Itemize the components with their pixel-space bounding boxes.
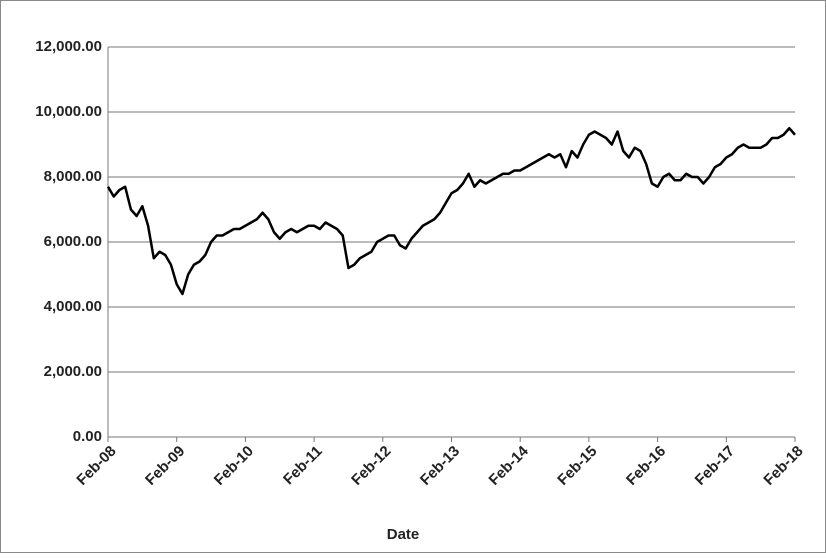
y-tick-label: 10,000.00 bbox=[35, 103, 102, 120]
y-tick-label: 4,000.00 bbox=[44, 298, 102, 315]
y-tick-label: 8,000.00 bbox=[44, 168, 102, 185]
y-tick-label: 2,000.00 bbox=[44, 363, 102, 380]
y-tick-label: 6,000.00 bbox=[44, 233, 102, 250]
data-line bbox=[106, 127, 796, 296]
y-tick-label: 0.00 bbox=[73, 428, 102, 445]
y-tick-label: 12,000.00 bbox=[35, 38, 102, 55]
x-axis-title: Date bbox=[387, 526, 420, 543]
